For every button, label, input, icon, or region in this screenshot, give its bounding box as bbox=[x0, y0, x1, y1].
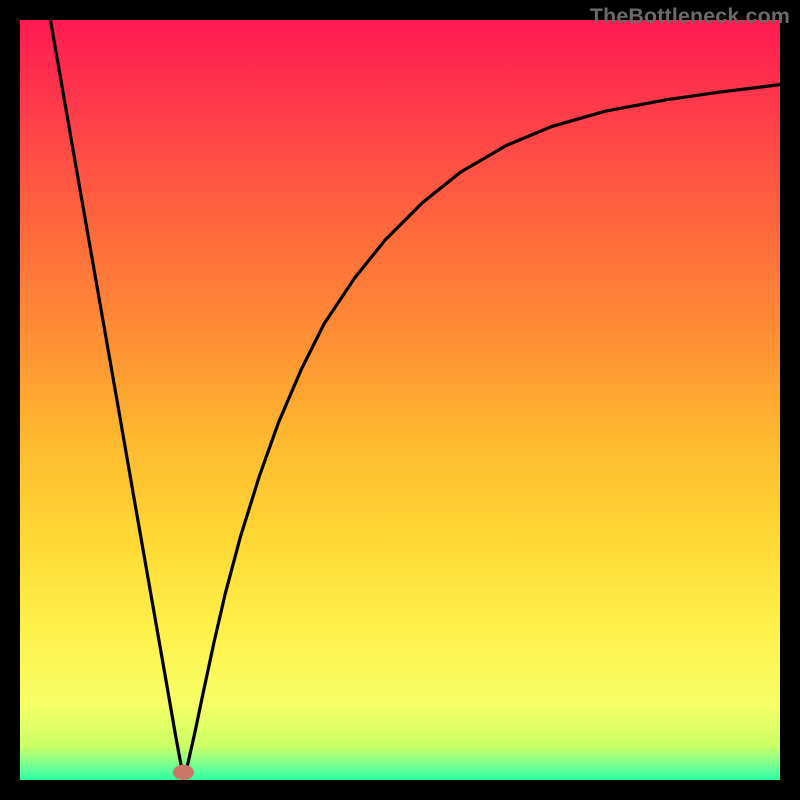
minimum-marker bbox=[173, 765, 194, 780]
watermark-text: TheBottleneck.com bbox=[590, 4, 790, 29]
gradient-background bbox=[20, 20, 780, 780]
chart-stage: TheBottleneck.com bbox=[0, 0, 800, 800]
bottleneck-chart-svg bbox=[0, 0, 800, 800]
